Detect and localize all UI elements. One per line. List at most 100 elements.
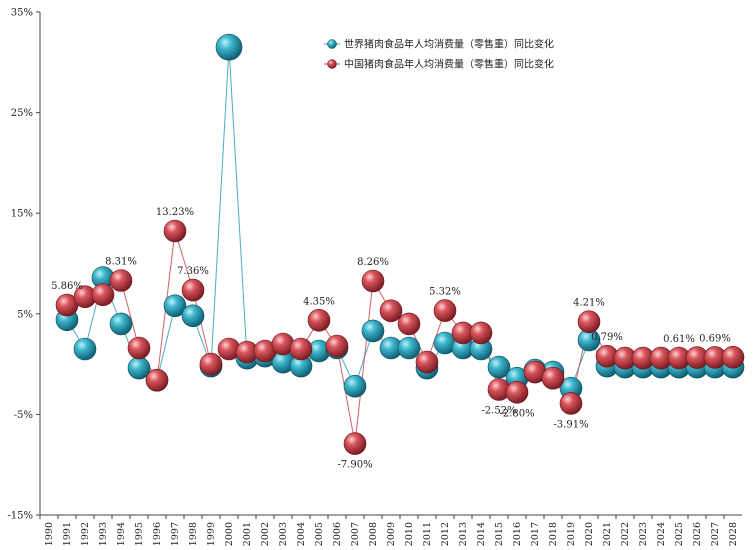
x-tick-label: 2010 [404,522,415,546]
x-tick-label: 1996 [152,522,163,546]
data-point-world [215,33,243,61]
x-tick-label: 2003 [278,522,289,546]
data-point-world [109,312,133,336]
legend-marker-1 [327,59,337,69]
data-label: 7.36% [177,266,209,277]
y-tick-label: 5% [17,309,33,320]
x-tick-label: 1990 [44,522,55,546]
x-tick-label: 1998 [188,522,199,546]
legend: 世界猪肉食品年人均消费量（零售重）同比变化中国猪肉食品年人均消费量（零售重）同比… [324,38,554,71]
y-tick-label: -5% [14,410,33,421]
data-labels-layer: 5.86% 8.31% 13.23% 7.36% 4.35% -7.90% 8.26% 5.3… [51,207,731,471]
data-point-china [541,366,565,390]
x-tick-label: 1995 [134,522,145,546]
data-label: 4.21% [573,298,605,309]
x-tick-label: 2023 [638,522,649,546]
data-point-china [559,392,583,415]
data-point-china [505,380,529,404]
x-tick-label: 2027 [710,522,721,546]
data-label: 8.31% [105,257,137,268]
x-tick-label: 2015 [494,522,505,546]
data-label: 0.61% [663,334,695,345]
data-label: -2.80% [499,408,534,419]
x-tick-label: 1999 [206,522,217,546]
data-point-world [181,304,205,328]
x-tick-label: 2019 [566,522,577,546]
x-tick-label: 2007 [350,522,361,546]
data-point-china [289,337,313,361]
data-point-china [199,352,223,376]
x-tick-label: 2009 [386,522,397,546]
data-point-world [163,294,187,318]
data-point-china [91,283,115,307]
data-point-world [73,337,97,361]
x-tick-label: 2017 [530,522,541,546]
data-label: -2.52% [481,405,516,416]
legend-entry-0: 世界猪肉食品年人均消费量（零售重）同比变化 [344,38,554,51]
x-tick-label: 2014 [476,522,487,546]
data-label: 4.35% [303,296,335,307]
x-tick-label: 1993 [98,522,109,546]
data-point-world [487,355,511,379]
x-tick-label: 1992 [80,522,91,546]
data-label: 0.79% [591,332,623,343]
y-tick-label: 35% [11,8,33,19]
y-tick-label: 15% [11,209,33,220]
data-label: -7.90% [337,460,372,471]
data-point-china [109,269,133,292]
data-label: 5.86% [51,281,83,292]
data-point-china [361,269,385,293]
x-tick-label: 2004 [296,522,307,546]
data-point-world [361,319,385,343]
x-tick-label: 2000 [224,522,235,546]
x-tick-label: 2026 [692,522,703,546]
x-tick-label: 2011 [422,522,433,546]
x-tick-label: 2001 [242,522,253,546]
data-point-china [325,334,349,358]
x-tick-label: 2028 [728,522,739,546]
data-point-china [415,350,439,374]
y-tick-label: 25% [11,108,33,119]
x-tick-label: 2002 [260,522,271,546]
x-tick-label: 1991 [62,522,73,546]
data-point-china [397,312,421,336]
x-tick-label: 2022 [620,522,631,546]
data-label: 8.26% [357,257,389,268]
x-tick-label: 2016 [512,522,523,546]
data-label: 0.69% [699,333,731,344]
data-point-world [343,374,367,398]
data-point-world [397,336,421,360]
data-point-china [145,368,169,392]
data-label: -3.91% [553,419,588,430]
axes-layer: -15% -5% 5% 15% 25% 35% 1990 1991 1992 1993 1994 19… [7,8,742,546]
x-tick-label: 2018 [548,522,559,546]
data-point-china [433,299,457,322]
y-tick-label: -15% [7,511,33,522]
x-tick-label: 2013 [458,522,469,546]
legend-marker-0 [327,39,337,49]
data-label: 5.32% [429,287,461,298]
x-tick-label: 2006 [332,522,343,546]
data-point-china [181,278,205,302]
x-tick-label: 2008 [368,522,379,546]
data-label: 13.23% [156,207,194,218]
legend-entry-1: 中国猪肉食品年人均消费量（零售重）同比变化 [344,58,554,71]
x-tick-label: 2024 [656,522,667,546]
data-point-china [163,219,187,243]
x-tick-label: 1994 [116,522,127,546]
data-point-china [721,345,745,369]
data-point-china [379,299,403,323]
x-tick-label: 2021 [602,522,613,546]
data-point-china [127,336,151,360]
x-tick-label: 1997 [170,522,181,546]
data-point-china [343,432,367,455]
data-point-china [307,308,331,332]
data-point-china [469,321,493,345]
x-tick-label: 2020 [584,522,595,546]
x-tick-label: 2025 [674,522,685,546]
x-tick-label: 2005 [314,522,325,546]
points-layer [55,33,745,455]
data-point-china [577,310,601,334]
